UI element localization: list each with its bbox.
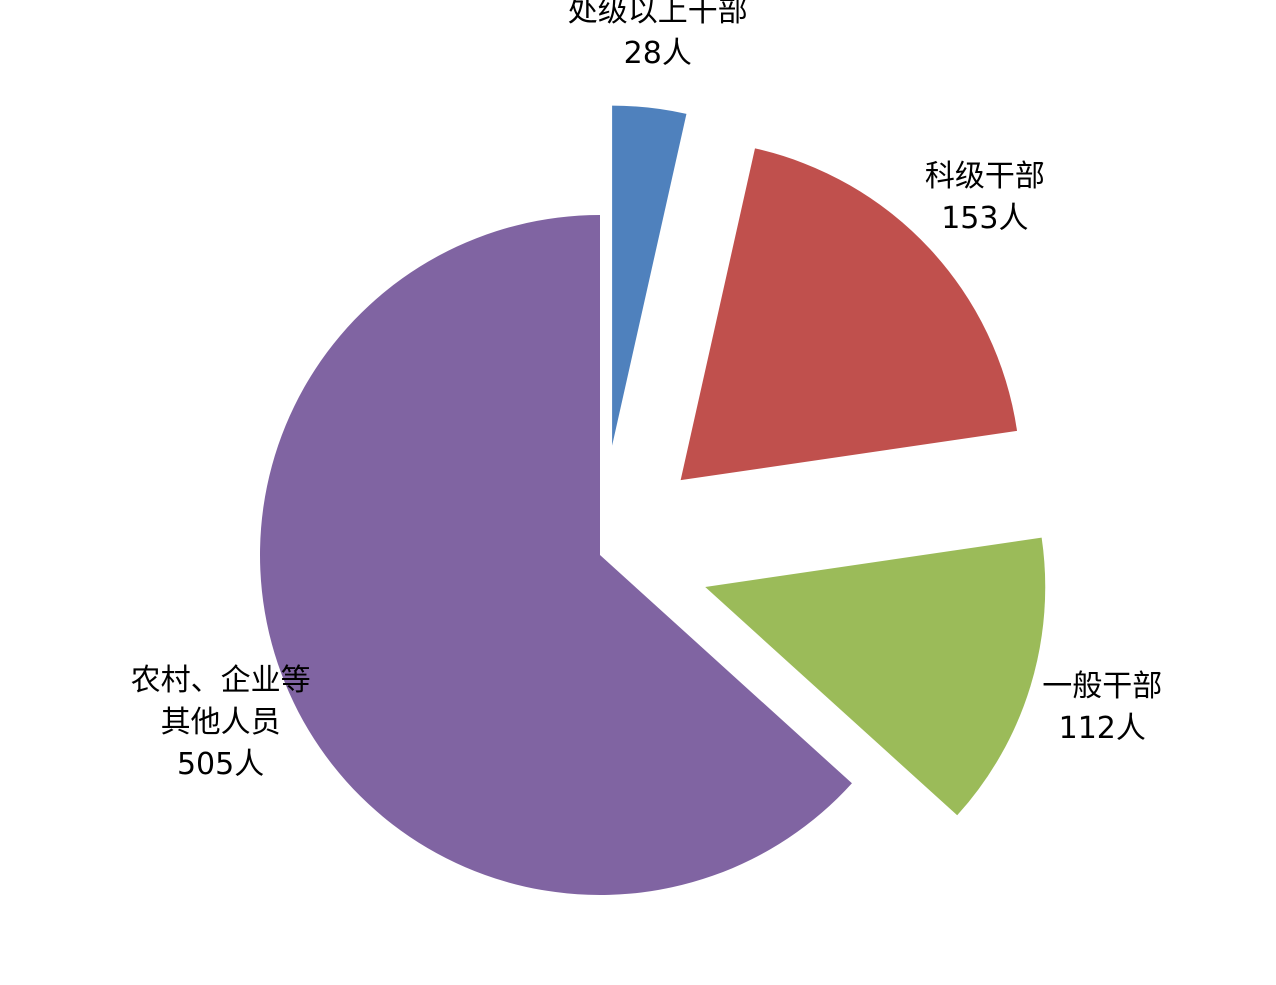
slice-label: 农村、企业等其他人员 505人	[125, 660, 317, 786]
pie-slice	[680, 148, 1018, 481]
value-label: 112人	[1058, 710, 1146, 746]
category-label: 处级以上干部	[567, 0, 748, 30]
slice-label: 科级干部 153人	[889, 156, 1081, 240]
slice-label: 处级以上干部 28人	[562, 0, 754, 75]
pie-slice	[612, 105, 687, 446]
value-label: 505人	[176, 747, 265, 783]
value-label: 153人	[941, 200, 1029, 236]
value-label: 28人	[623, 36, 692, 72]
pie-slice	[260, 215, 852, 895]
slice-label: 一般干部 112人	[1006, 666, 1198, 750]
category-label: 一般干部	[1042, 668, 1163, 704]
category-label: 科级干部	[924, 158, 1045, 194]
pie-slice	[705, 537, 1046, 816]
category-label: 农村、企业等其他人员	[130, 663, 311, 741]
